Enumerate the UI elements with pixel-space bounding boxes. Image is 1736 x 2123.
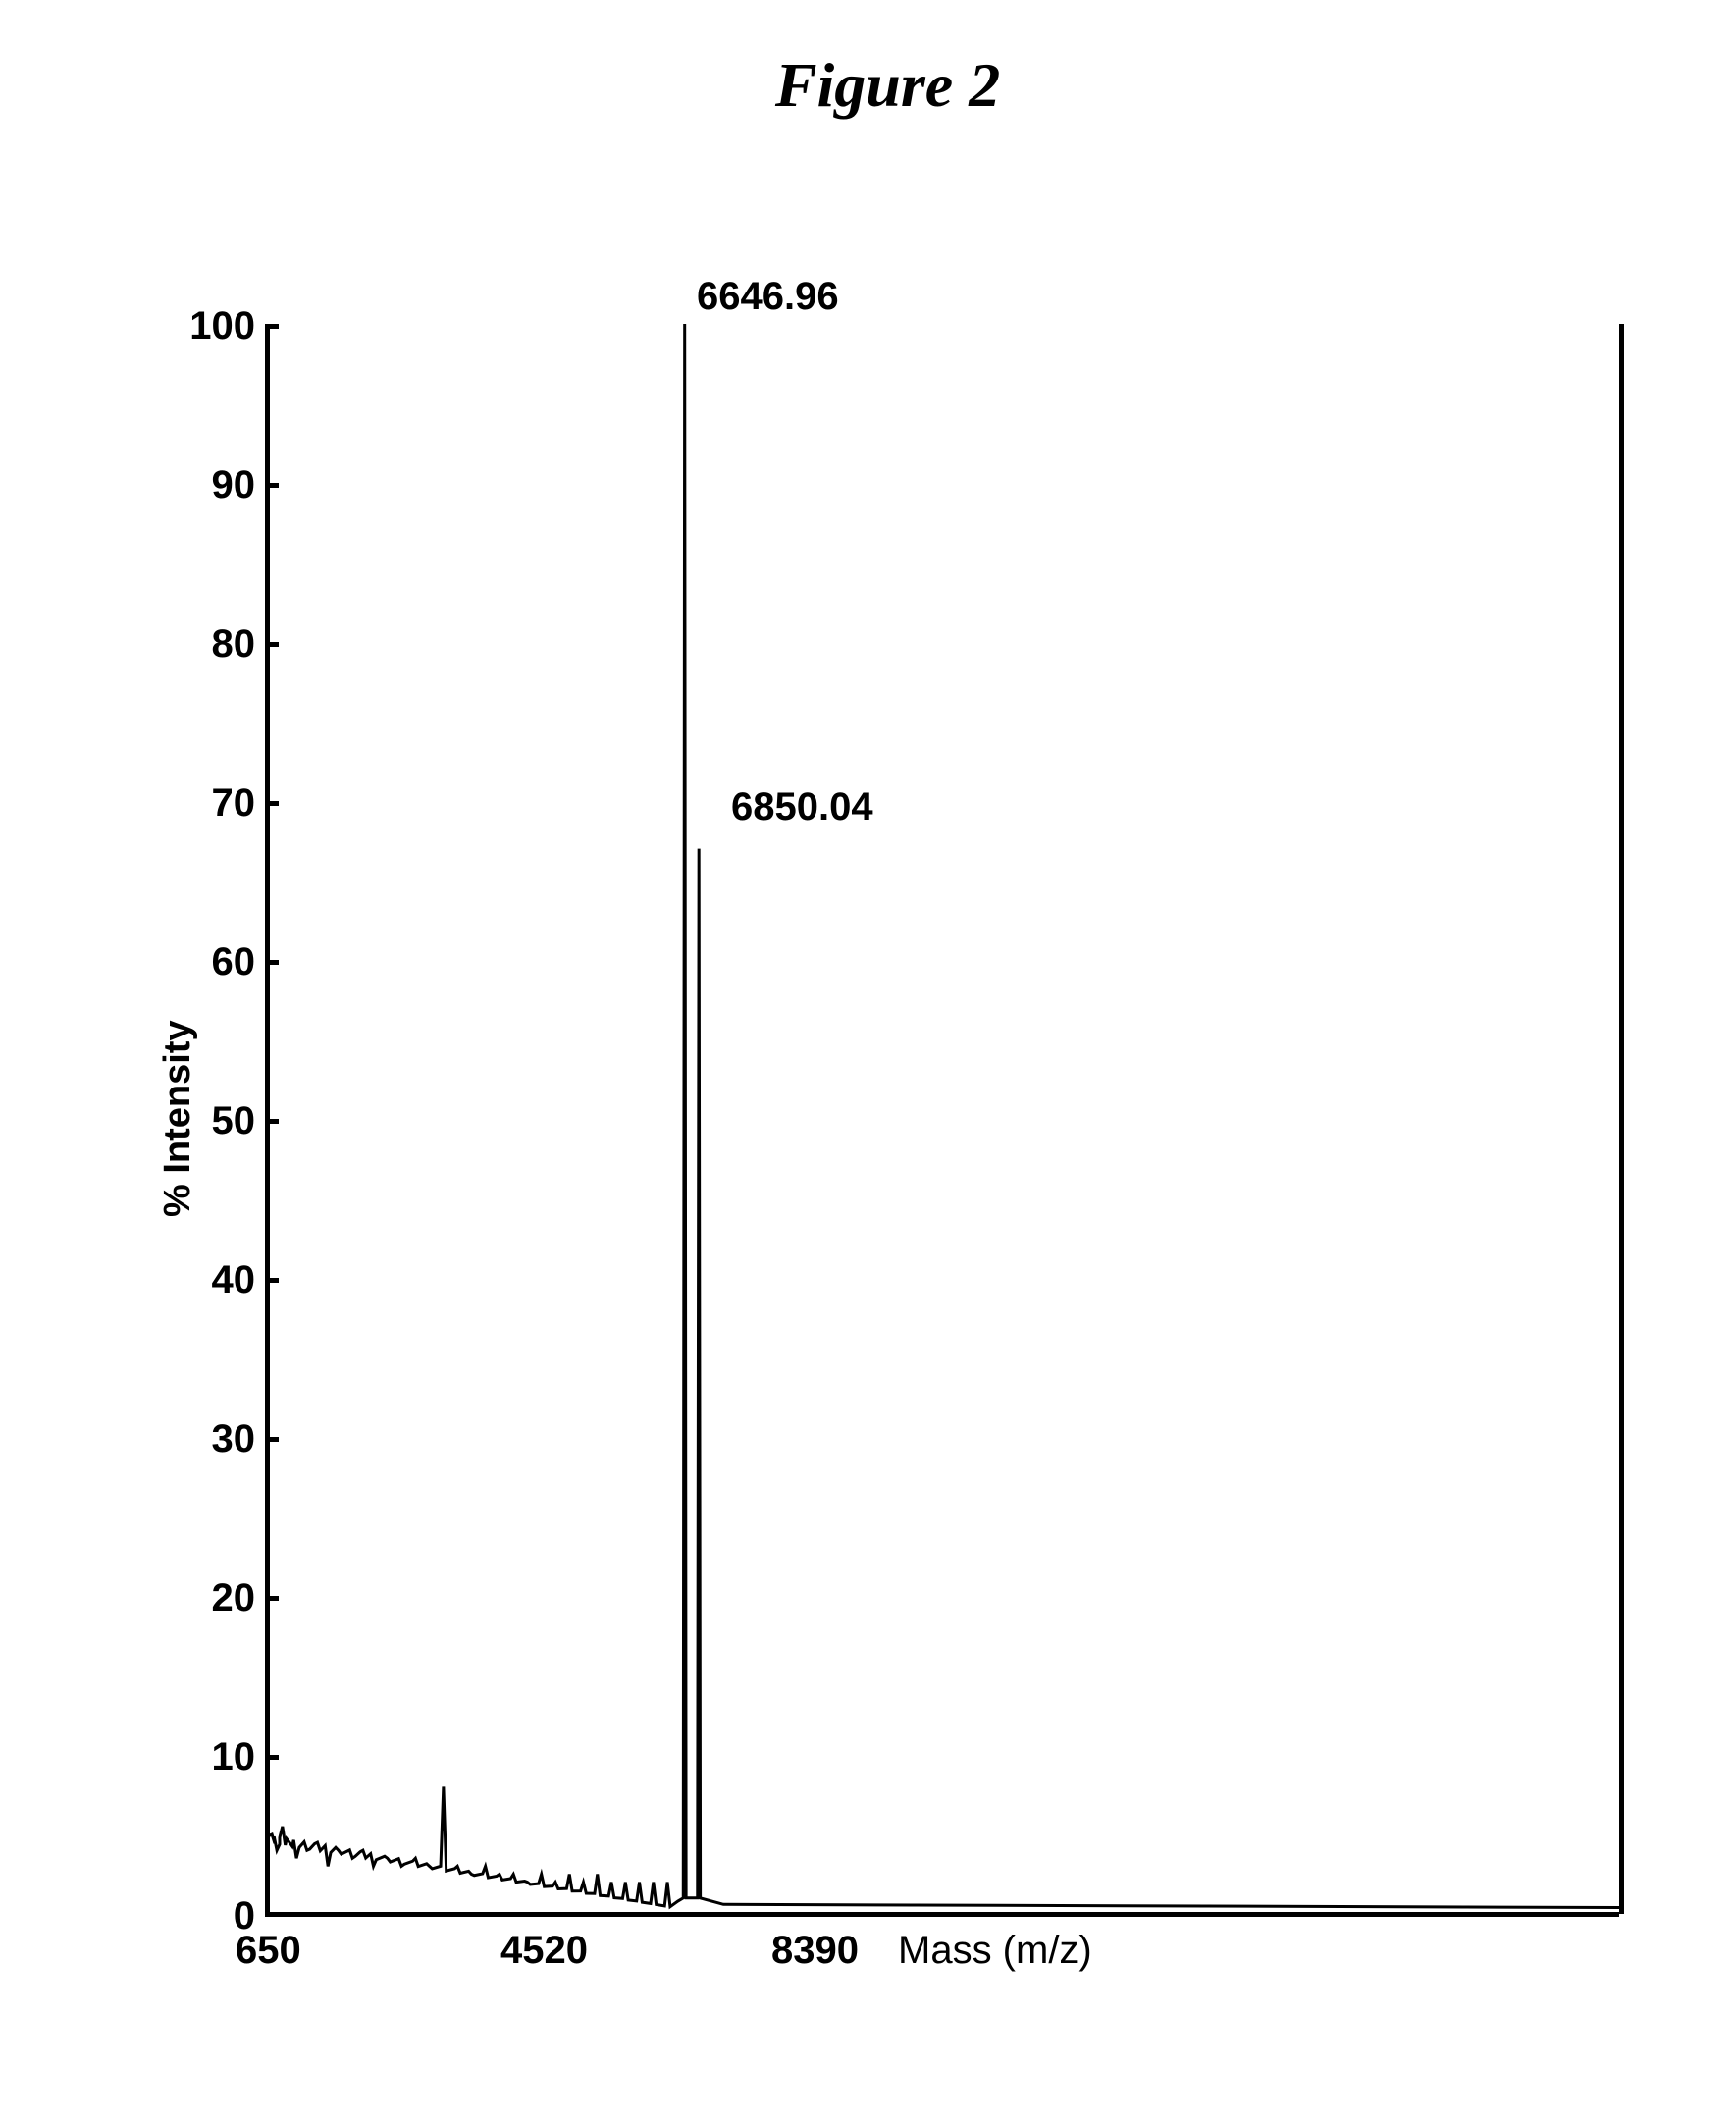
mass-spectrum-chart: 100 90 80 70 60 50 40 30 20 10 0 650 452… [137,275,1629,2002]
x-tick-8390: 8390 [771,1929,859,1973]
y-tick-10: 10 [157,1735,255,1779]
peak-label-1: 6646.96 [697,275,839,319]
x-tick-650: 650 [236,1929,301,1973]
figure-container: Figure 2 100 90 80 70 60 50 40 30 20 10 … [20,20,1736,2103]
y-tick-60: 60 [157,940,255,984]
y-tick-100: 100 [157,304,255,348]
figure-title: Figure 2 [775,49,1000,122]
y-tick-70: 70 [157,781,255,825]
spectrum-trace [265,324,1619,1914]
y-tick-80: 80 [157,622,255,666]
y-tick-90: 90 [157,463,255,507]
y-tick-30: 30 [157,1417,255,1461]
x-tick-4520: 4520 [500,1929,588,1973]
y-tick-20: 20 [157,1576,255,1620]
y-tick-40: 40 [157,1258,255,1302]
x-axis-label: Mass (m/z) [898,1929,1092,1973]
y-axis-label: % Intensity [157,1020,199,1217]
